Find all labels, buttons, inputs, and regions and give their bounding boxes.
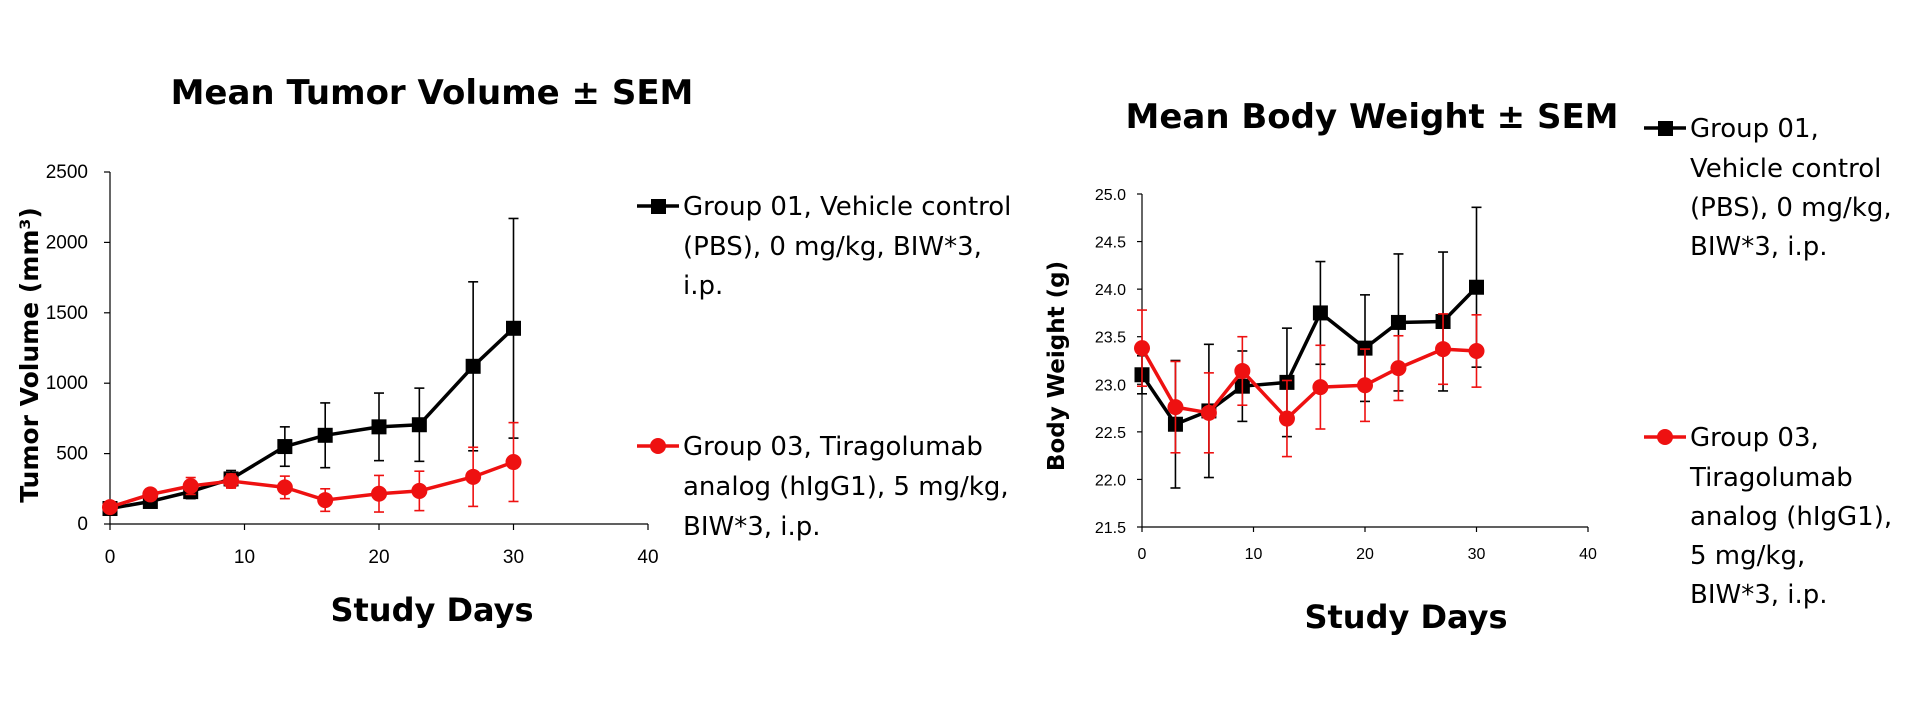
legend-entry-group01-line3: i.p. [683,271,723,301]
group03-data-point [371,485,387,502]
x-tick-label: 30 [1468,546,1486,563]
group01-data-point [1469,279,1484,295]
legend-entry-group01-line4: BIW*3, i.p. [1690,232,1828,262]
group01-data-point [371,419,387,435]
y-tick-label: 24.5 [1095,235,1126,252]
x-tick-label: 0 [105,547,116,568]
legend-entry-group01-line2: Vehicle control [1690,154,1881,184]
group01-data-point [317,427,333,443]
group03-data-point [317,492,334,509]
group01-data-point [465,358,481,374]
group03-data-point [1234,362,1251,379]
group03-data-point [1390,360,1407,377]
group01-data-point [1390,314,1406,330]
group03-data-point [505,454,522,471]
group01-data-point [411,417,427,433]
group03-data-point [102,499,118,516]
y-tick-label: 25.0 [1095,187,1126,204]
y-tick-label: 0 [77,514,88,535]
group03-data-point [1167,399,1184,416]
x-tick-label: 40 [637,547,658,568]
legend-swatch-circle-marker [1657,429,1673,445]
y-tick-label: 1000 [46,373,88,394]
group01-data-point [1312,305,1328,321]
legend-entry-group01-line1: Group 01, [1690,114,1819,144]
group01-series-line [109,327,515,511]
legend-entry-group03-line2: Tiragolumab [1689,463,1853,493]
x-tick-label: 20 [368,547,389,568]
chart-title: Mean Body Weight ± SEM [1126,97,1619,137]
group03-series-line [1140,347,1477,421]
group01-data-point [506,320,521,336]
group03-data-point [1312,379,1329,396]
y-tick-label: 21.5 [1095,520,1126,537]
group03-data-point [1357,377,1373,394]
x-tick-label: 10 [1245,546,1263,563]
y-tick-label: 22.5 [1095,425,1126,442]
y-axis-title: Tumor Volume (mm³) [15,207,44,503]
legend-entry-group03-line1: Group 03, Tiragolumab [683,432,983,462]
y-tick-label: 24.0 [1095,282,1126,299]
legend-entry-group03-line2: analog (hIgG1), 5 mg/kg, [683,472,1009,502]
group01-data-point [1357,340,1373,356]
x-tick-label: 30 [503,547,524,568]
legend-entry-group03-line4: 5 mg/kg, [1690,541,1805,571]
group03-data-point [465,468,482,485]
body-weight-chart: Mean Body Weight ± SEM Body Weight (g) S… [1044,97,1892,636]
group03-data-point [1134,340,1150,357]
group01-data-point [277,439,293,455]
legend: Group 01, Vehicle control (PBS), 0 mg/kg… [1644,114,1892,610]
chart-title: Mean Tumor Volume ± SEM [171,73,694,113]
group03-data-point [1278,410,1295,427]
legend-entry-group03-line1: Group 03, [1690,423,1819,453]
y-tick-label: 1500 [46,303,88,324]
group03-data-point [1435,341,1452,358]
legend-entry-group03-line5: BIW*3, i.p. [1690,580,1828,610]
legend: Group 01, Vehicle control (PBS), 0 mg/kg… [637,192,1011,542]
group03-data-point [142,486,159,503]
legend-entry-group03-line3: analog (hIgG1), [1690,502,1892,532]
group03-series-line [109,460,515,509]
x-tick-label: 10 [234,547,255,568]
legend-swatch-square-marker [1658,121,1673,136]
group03-data-point [182,477,199,494]
group03-data-point [1200,404,1217,421]
tumor-volume-chart: Mean Tumor Volume ± SEM Tumor Volume (mm… [15,73,1011,629]
y-tick-label: 23.0 [1095,377,1126,394]
group03-data-point [1468,342,1485,359]
x-tick-label: 40 [1579,546,1597,563]
legend-entry-group01-line2: (PBS), 0 mg/kg, BIW*3, [683,232,982,262]
y-axis-title: Body Weight (g) [1044,261,1070,471]
y-tick-label: 2000 [46,232,88,253]
legend-entry-group01-line1: Group 01, Vehicle control [683,192,1011,222]
group03-data-point [223,473,240,490]
y-tick-label: 23.5 [1095,330,1126,347]
group03-data-point [276,479,293,496]
legend-swatch-square-marker [651,199,666,214]
legend-entry-group03-line3: BIW*3, i.p. [683,512,821,542]
y-tick-label: 2500 [46,162,88,183]
x-tick-label: 0 [1138,546,1147,563]
x-axis-title: Study Days [330,591,533,629]
x-axis-title: Study Days [1304,598,1507,636]
x-tick-label: 20 [1356,546,1374,563]
legend-entry-group01-line3: (PBS), 0 mg/kg, [1690,193,1892,223]
y-tick-label: 22.0 [1095,472,1126,489]
group03-data-point [411,482,428,499]
group01-series-line [1140,286,1478,426]
y-tick-label: 500 [56,444,88,465]
legend-swatch-circle-marker [650,438,666,454]
